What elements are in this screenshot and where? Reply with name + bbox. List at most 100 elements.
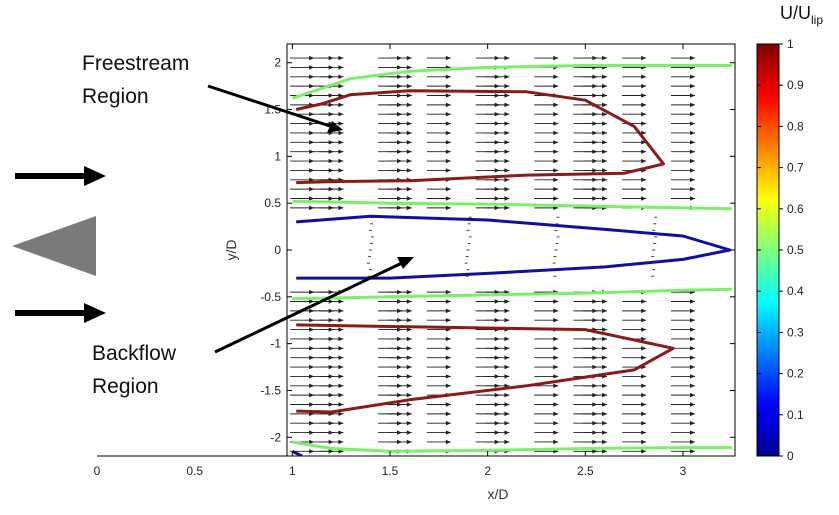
x-tick-label: 2.5 [577, 464, 594, 478]
vector-arrowhead [504, 130, 510, 136]
vector-arrowhead [641, 374, 647, 379]
x-tick-label: 1.5 [382, 464, 399, 478]
vector-arrowhead [338, 168, 344, 173]
vector-arrowhead [504, 55, 510, 61]
vector-arrowhead [602, 149, 608, 154]
vector-arrowhead [602, 439, 608, 445]
vector-arrowhead [602, 93, 608, 98]
vector-arrowhead [690, 74, 695, 79]
annotation-backflow-line1: Backflow [92, 342, 177, 365]
vector-arrowhead [553, 168, 559, 173]
vector-arrowhead [553, 140, 559, 145]
vector-arrowhead [553, 308, 559, 314]
vector-arrowhead [504, 168, 510, 173]
vector-arrowhead [690, 449, 695, 454]
vector-arrowhead [641, 411, 647, 417]
vector-arrowhead [504, 402, 510, 407]
vector-arrowhead [445, 168, 451, 173]
vector-arrowhead [602, 449, 608, 454]
vector-arrowhead [338, 196, 344, 201]
vector-arrowhead [338, 318, 344, 323]
colorbar-title-main: U/U [780, 3, 811, 23]
vector-arrowhead [445, 346, 451, 351]
vector-arrowhead [602, 402, 608, 407]
vector-arrowhead [602, 430, 608, 435]
vector-arrowhead [406, 355, 412, 360]
vector-arrowhead [445, 364, 451, 370]
vector-arrowhead [602, 346, 608, 351]
x-axis: 0 0.5 1 1.5 2 2.5 3 [94, 44, 687, 478]
vector-arrowhead [641, 158, 647, 164]
vector-arrowhead [553, 74, 559, 79]
vector-arrowhead [641, 318, 647, 323]
vector-arrowhead [406, 299, 412, 304]
vector-arrowhead [406, 149, 412, 154]
vector-arrowhead [602, 74, 608, 79]
vector-arrowhead [406, 411, 412, 417]
vector-arrowhead [445, 402, 451, 407]
vector-arrowhead [445, 93, 451, 98]
vector-arrowhead [602, 336, 608, 342]
vector-arrowhead [690, 308, 695, 314]
vector-arrowhead [690, 186, 695, 192]
vector-arrowhead [406, 83, 412, 89]
vector-arrowhead [641, 196, 647, 201]
y-tick-label: 0 [274, 243, 281, 257]
vector-arrowhead [445, 130, 451, 136]
vector-arrowhead [406, 439, 412, 445]
vector-arrowhead [504, 430, 510, 435]
vector-arrowhead [406, 112, 412, 117]
vector-arrowhead [690, 327, 695, 332]
vector-arrowhead [504, 196, 510, 201]
vector-arrowhead [690, 196, 695, 201]
vector-arrowhead [504, 308, 510, 314]
vector-arrowhead [445, 336, 451, 342]
vector-arrowhead [641, 402, 647, 407]
vector-arrowhead [690, 140, 695, 145]
vector-arrowhead [406, 374, 412, 379]
vector-arrowhead [504, 112, 510, 117]
vector-arrowhead [406, 430, 412, 435]
vector-arrowhead [504, 149, 510, 154]
vector-arrowhead [445, 205, 451, 211]
colorbar-tick-label: 0.5 [787, 243, 804, 257]
vector-arrowhead [504, 93, 510, 98]
contour-level-0-1 [296, 214, 732, 280]
colorbar-tick-label: 1 [787, 37, 794, 51]
vector-arrowhead [641, 327, 647, 332]
vector-arrowhead [445, 421, 451, 426]
vector-arrowhead [641, 346, 647, 351]
vector-arrowhead [641, 121, 647, 126]
vector-arrowhead [338, 374, 344, 379]
y-tick-label: -2 [270, 430, 281, 444]
vector-arrowhead [445, 149, 451, 154]
vector-arrowhead [406, 130, 412, 136]
vector-arrowhead [602, 355, 608, 360]
colorbar: 1 0.9 0.8 0.7 0.6 0.5 0.4 0.3 0.2 0.1 0 U/Ulip [756, 3, 823, 463]
x-tick-label: 3 [680, 464, 687, 478]
vector-arrowhead [504, 102, 510, 108]
vector-arrowhead [690, 336, 695, 342]
contour-level-0-5 [292, 440, 732, 453]
vector-arrowhead [553, 102, 559, 108]
vector-arrowhead [445, 102, 451, 108]
vector-arrowhead [641, 130, 647, 136]
vector-arrowhead [338, 205, 344, 211]
vector-arrowhead [445, 112, 451, 117]
vector-arrowhead [690, 130, 695, 136]
vector-arrowhead [641, 93, 647, 98]
vector-arrowhead [338, 392, 344, 398]
vector-arrowhead [504, 411, 510, 417]
vector-arrowhead [602, 168, 608, 173]
vector-arrowhead [406, 364, 412, 370]
vector-arrowhead [445, 158, 451, 164]
vector-arrowhead [602, 158, 608, 164]
vector-arrowhead [445, 308, 451, 314]
vector-arrowhead [504, 336, 510, 342]
vector-arrowhead [338, 74, 344, 79]
vector-arrowhead [690, 383, 695, 388]
vector-arrowhead [641, 83, 647, 89]
y-axis: 21.510.50-0.5-1-1.5-2 [260, 56, 735, 444]
vector-arrowhead [641, 449, 647, 454]
vector-arrowhead [602, 121, 608, 126]
